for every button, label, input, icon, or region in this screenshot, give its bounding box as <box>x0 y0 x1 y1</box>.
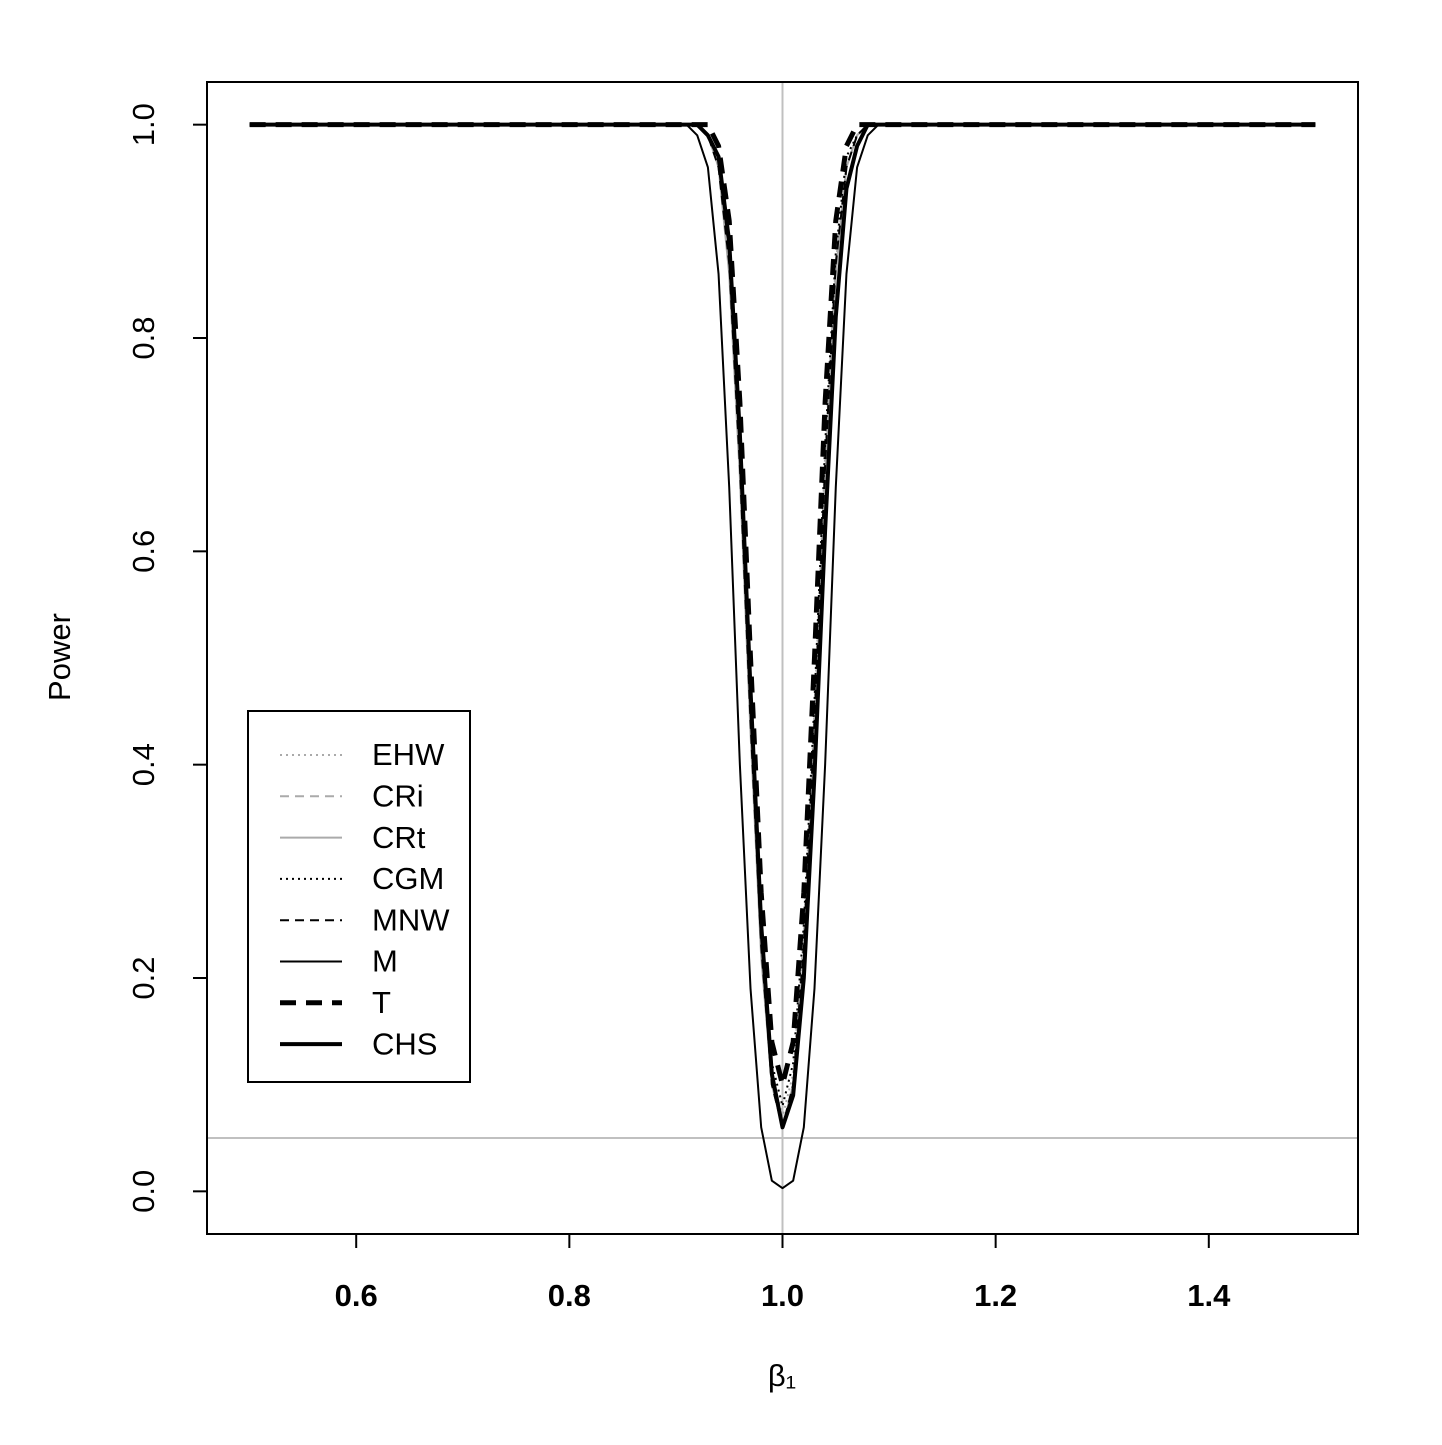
y-tick-label: 0.0 <box>126 1170 161 1213</box>
legend-label: CHS <box>372 1026 437 1061</box>
y-tick-label: 1.0 <box>126 103 161 146</box>
x-axis-label: β₁ <box>768 1358 796 1393</box>
y-tick-label: 0.6 <box>126 530 161 573</box>
legend-label: CRt <box>372 820 426 855</box>
x-tick-label: 1.0 <box>761 1278 804 1313</box>
series-line <box>249 122 1316 1130</box>
y-axis-label: Power <box>42 613 77 701</box>
x-tick-label: 1.4 <box>1187 1278 1231 1313</box>
series-line <box>249 123 1316 1190</box>
x-tick-label: 0.6 <box>335 1278 378 1313</box>
legend-label: CGM <box>372 861 444 896</box>
series-line <box>249 122 1316 1088</box>
legend-box <box>247 710 471 1083</box>
y-tick-label: 0.2 <box>126 956 161 999</box>
legend-label: MNW <box>372 902 450 937</box>
legend-label: EHW <box>372 737 445 772</box>
x-tick-label: 0.8 <box>548 1278 591 1313</box>
y-tick-label: 0.8 <box>126 316 161 359</box>
x-tick-label: 1.2 <box>974 1278 1017 1313</box>
legend-label: T <box>372 985 391 1020</box>
legend-label: CRi <box>372 778 424 813</box>
y-tick-label: 0.4 <box>126 743 161 786</box>
legend: EHW CRi CRt CGM MNW MT CHS <box>247 710 471 1083</box>
legend-label: M <box>372 944 398 979</box>
